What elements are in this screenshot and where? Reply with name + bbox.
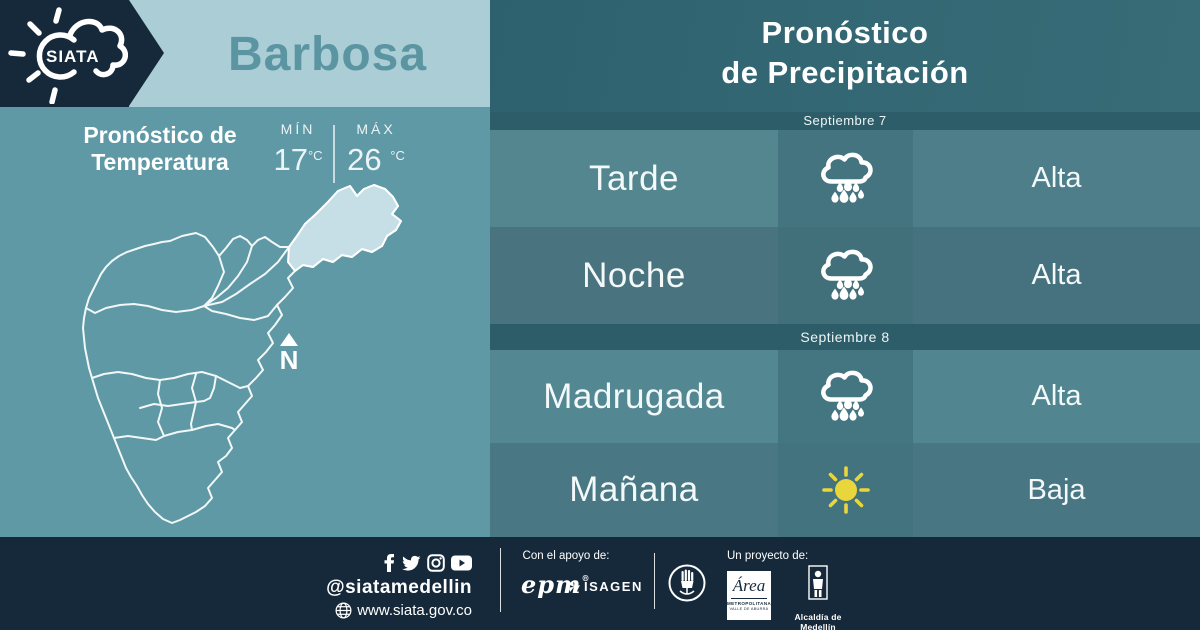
rain-icon bbox=[820, 370, 873, 421]
banner-arrow-shape bbox=[129, 0, 164, 106]
highlighted-municipality-barbosa bbox=[287, 184, 402, 272]
minmax-divider bbox=[333, 125, 335, 183]
area-logo-line3: VALLE DE ABURRÁ bbox=[729, 607, 769, 611]
weather-icon-cell bbox=[778, 443, 913, 537]
forecast-row-tarde: Tarde Alta bbox=[490, 130, 1200, 227]
siata-sun-cloud-logo: SIATA bbox=[8, 7, 128, 104]
precip-title-line1: Pronóstico bbox=[761, 15, 929, 50]
alcaldia-label: Alcaldía de Medellín bbox=[794, 612, 842, 630]
project-label: Un proyecto de: bbox=[727, 550, 809, 562]
compass-label: N bbox=[279, 345, 299, 375]
social-block: @siatamedellin www.siata.gov.co bbox=[326, 553, 472, 619]
website-row[interactable]: www.siata.gov.co bbox=[326, 602, 472, 619]
forecast-row-manana: Mañana Baja bbox=[490, 443, 1200, 537]
facebook-icon[interactable] bbox=[383, 554, 395, 572]
siata-logo-text: SIATA bbox=[46, 47, 99, 66]
period-label: Tarde bbox=[490, 130, 778, 227]
isagen-text: ISAGEN bbox=[584, 579, 643, 594]
weather-icon-cell bbox=[778, 350, 913, 443]
instagram-icon[interactable] bbox=[427, 554, 445, 572]
twitter-icon[interactable] bbox=[401, 555, 421, 572]
isagen-logo: ISAGEN bbox=[567, 579, 643, 594]
area-logo-script: Área bbox=[730, 575, 768, 599]
period-label: Madrugada bbox=[490, 350, 778, 443]
cloud-outline bbox=[67, 18, 128, 78]
date-band-sep8: Septiembre 8 bbox=[490, 324, 1200, 350]
period-label: Noche bbox=[490, 227, 778, 324]
max-temperature: MÁX 26 °C bbox=[347, 121, 405, 177]
sun-circle bbox=[36, 32, 77, 80]
youtube-icon[interactable] bbox=[451, 555, 472, 571]
footer-divider-1 bbox=[500, 548, 501, 612]
compass: N bbox=[274, 333, 304, 373]
forecast-row-noche: Noche Alta bbox=[490, 227, 1200, 324]
forecast-row-madrugada: Madrugada Alta bbox=[490, 350, 1200, 443]
globe-icon bbox=[335, 602, 352, 619]
min-temperature: MÍN 17°C bbox=[273, 121, 323, 177]
period-label: Mañana bbox=[490, 443, 778, 537]
area-metropolitana-logo: Área METROPOLITANA VALLE DE ABURRÁ bbox=[727, 571, 771, 620]
map-outline bbox=[82, 184, 402, 524]
precip-title-line2: de Precipitación bbox=[721, 55, 969, 90]
level-label: Baja bbox=[913, 443, 1200, 537]
website-url: www.siata.gov.co bbox=[357, 602, 472, 619]
rain-icon bbox=[820, 249, 873, 300]
sun-icon bbox=[821, 466, 870, 514]
level-label: Alta bbox=[913, 130, 1200, 227]
alcaldia-logo: Alcaldía de Medellín bbox=[778, 565, 858, 630]
isagen-pinwheel-icon bbox=[568, 580, 580, 592]
support-label: Con el apoyo de: bbox=[522, 550, 610, 562]
date-band-sep7: Septiembre 7 bbox=[490, 112, 1200, 130]
university-seal-logo bbox=[668, 564, 706, 602]
social-icons bbox=[326, 553, 472, 573]
alcaldia-figure-icon bbox=[808, 565, 828, 600]
north-arrow-icon bbox=[280, 333, 298, 346]
weather-icon-cell bbox=[778, 227, 913, 324]
temperature-title: Pronóstico de Temperatura bbox=[83, 122, 237, 175]
footer: @siatamedellin www.siata.gov.co Con el a… bbox=[0, 537, 1200, 630]
precipitation-header: Pronóstico de Precipitación bbox=[490, 0, 1200, 112]
city-title: Barbosa bbox=[227, 28, 428, 81]
weather-icon-cell bbox=[778, 130, 913, 227]
social-handle[interactable]: @siatamedellin bbox=[326, 577, 472, 598]
level-label: Alta bbox=[913, 350, 1200, 443]
temperature-panel: Pronóstico de Temperatura MÍN 17°C MÁX 2… bbox=[0, 107, 490, 537]
forecast-table: Septiembre 7 Tarde Alta bbox=[490, 112, 1200, 537]
area-logo-line2: METROPOLITANA bbox=[727, 601, 772, 606]
level-label: Alta bbox=[913, 227, 1200, 324]
rain-icon bbox=[820, 152, 873, 203]
footer-divider-2 bbox=[654, 553, 655, 609]
